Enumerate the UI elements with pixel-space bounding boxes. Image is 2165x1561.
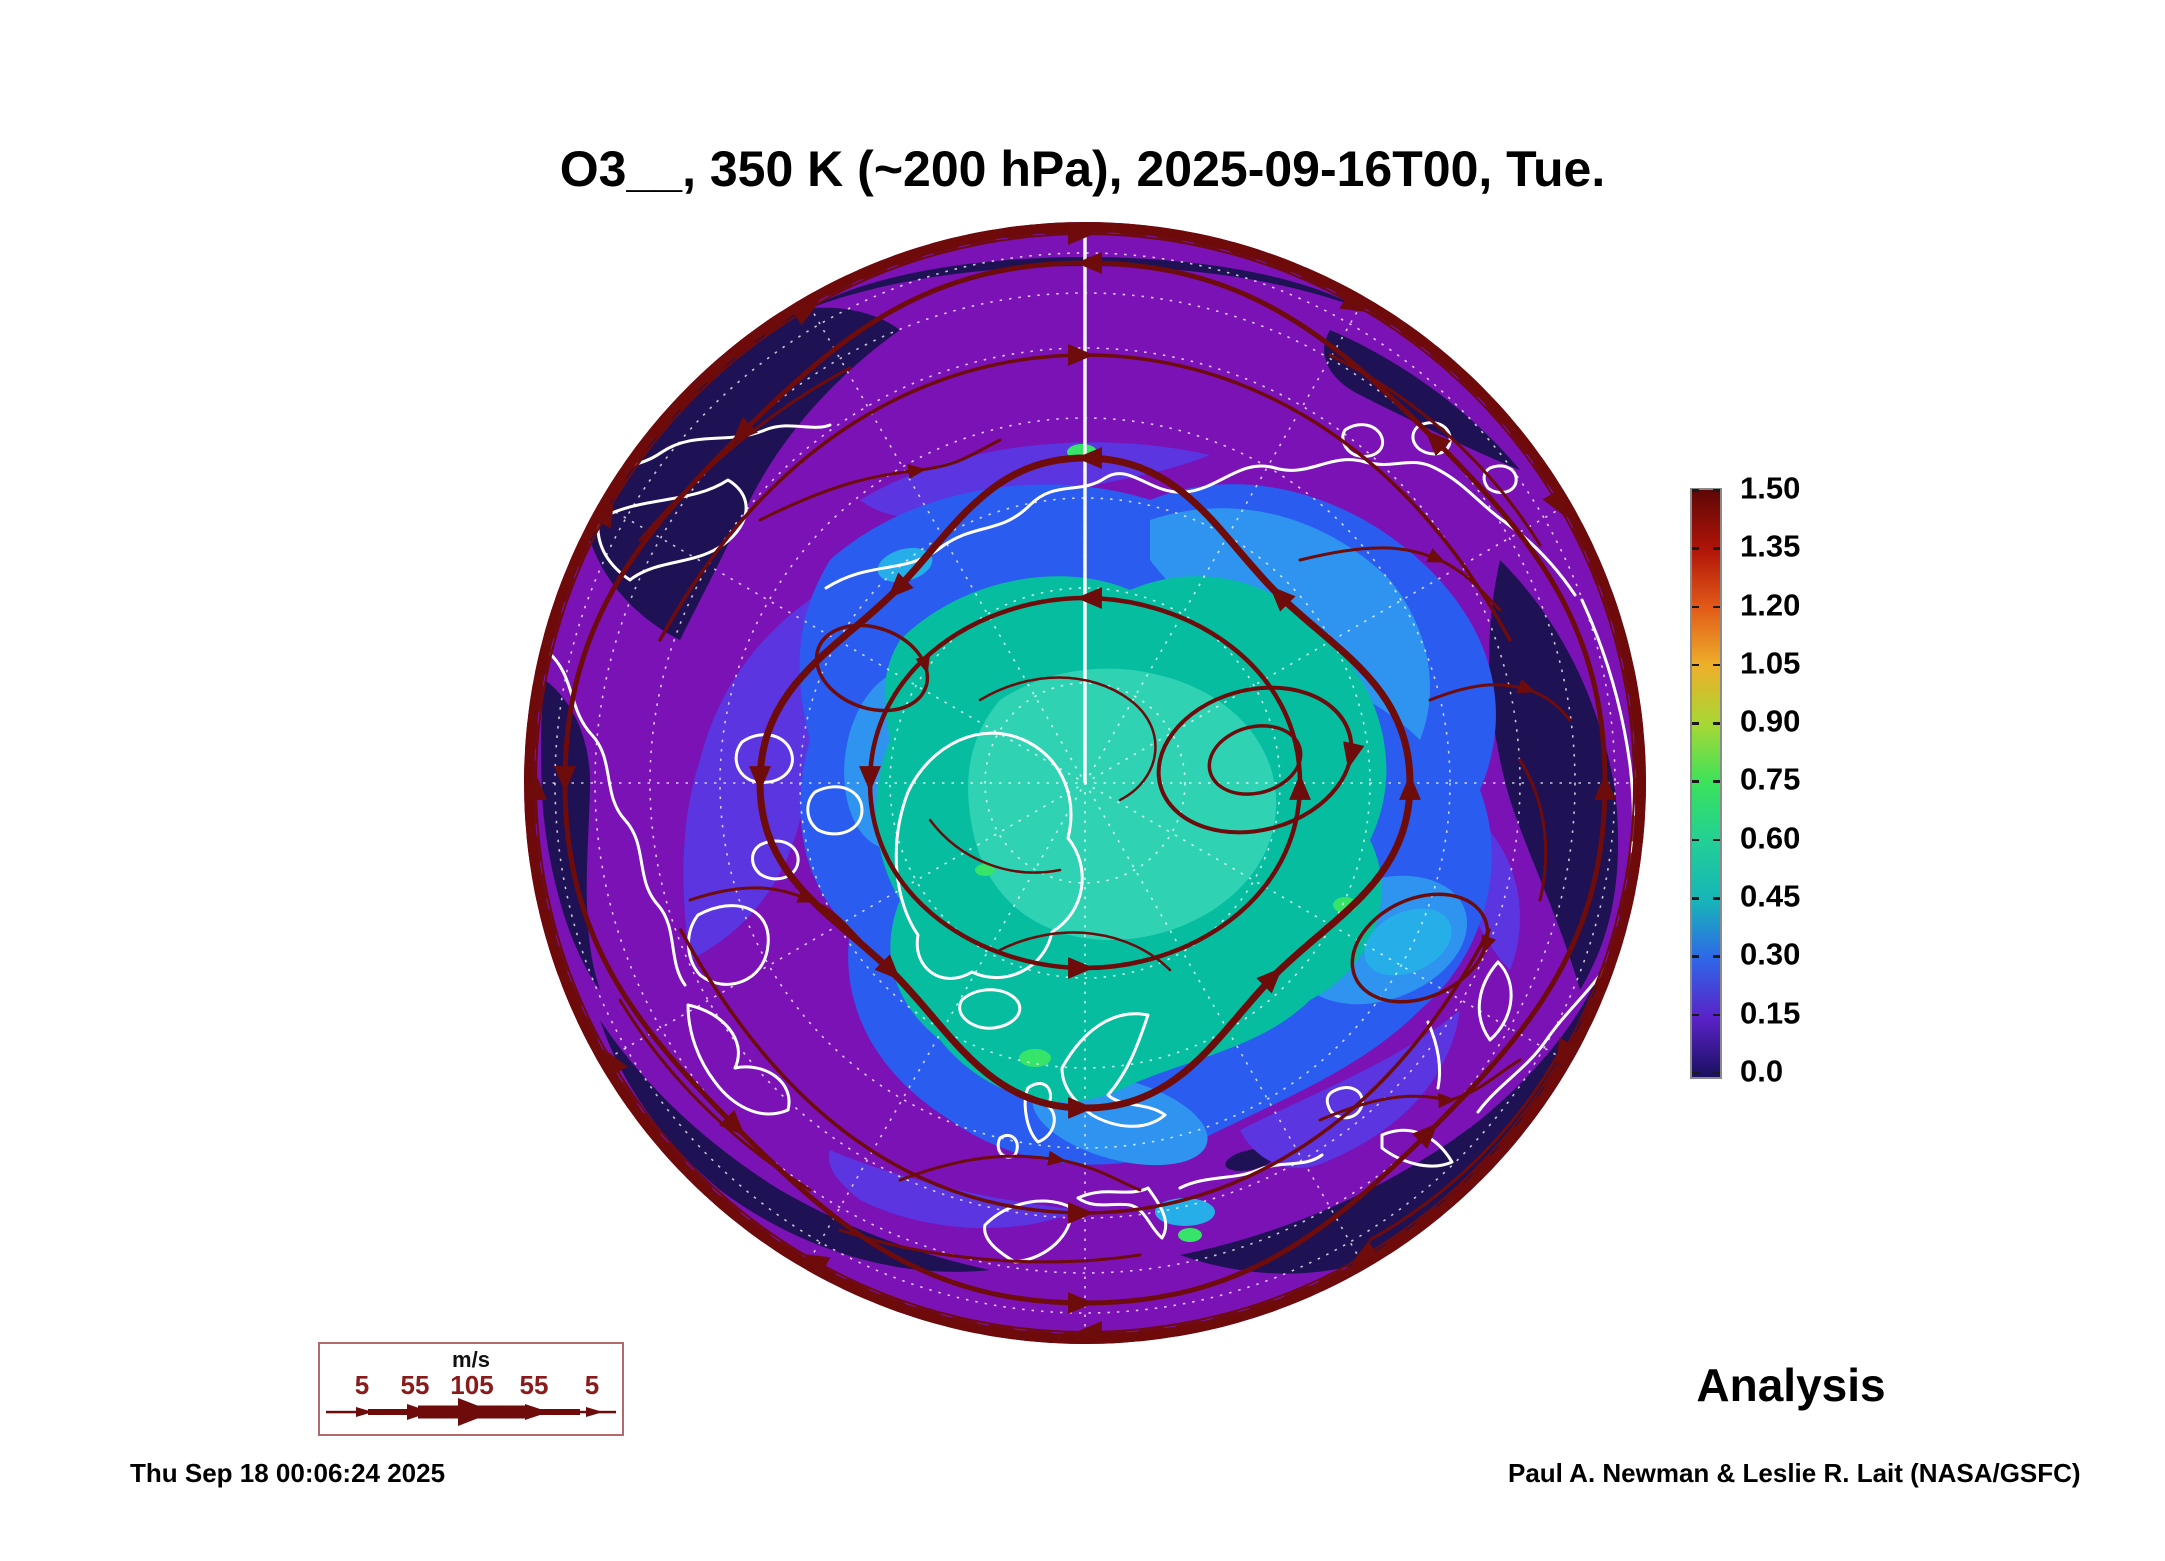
wind-legend: m/s 5 55 105 55 5: [318, 1342, 624, 1436]
wind-speed-label: 105: [450, 1370, 494, 1400]
rim-jet: [524, 222, 1646, 1344]
wind-speed-label: 5: [584, 1370, 600, 1400]
credit-line: Paul A. Newman & Leslie R. Lait (NASA/GS…: [1508, 1458, 2081, 1488]
analysis-label: Analysis: [1696, 1359, 1886, 1411]
wind-speed-label: 55: [400, 1370, 430, 1400]
wind-speed-arrow: [326, 1398, 616, 1426]
generated-timestamp: Thu Sep 18 00:06:24 2025: [130, 1458, 446, 1488]
wind-speed-label: 55: [519, 1370, 549, 1400]
wind-units-label: m/s: [452, 1347, 490, 1372]
plot-title: O3__, 350 K (~200 hPa), 2025-09-16T00, T…: [559, 141, 1606, 197]
colorbar-gradient: [1690, 488, 1722, 1079]
wind-speed-label: 5: [354, 1370, 370, 1400]
